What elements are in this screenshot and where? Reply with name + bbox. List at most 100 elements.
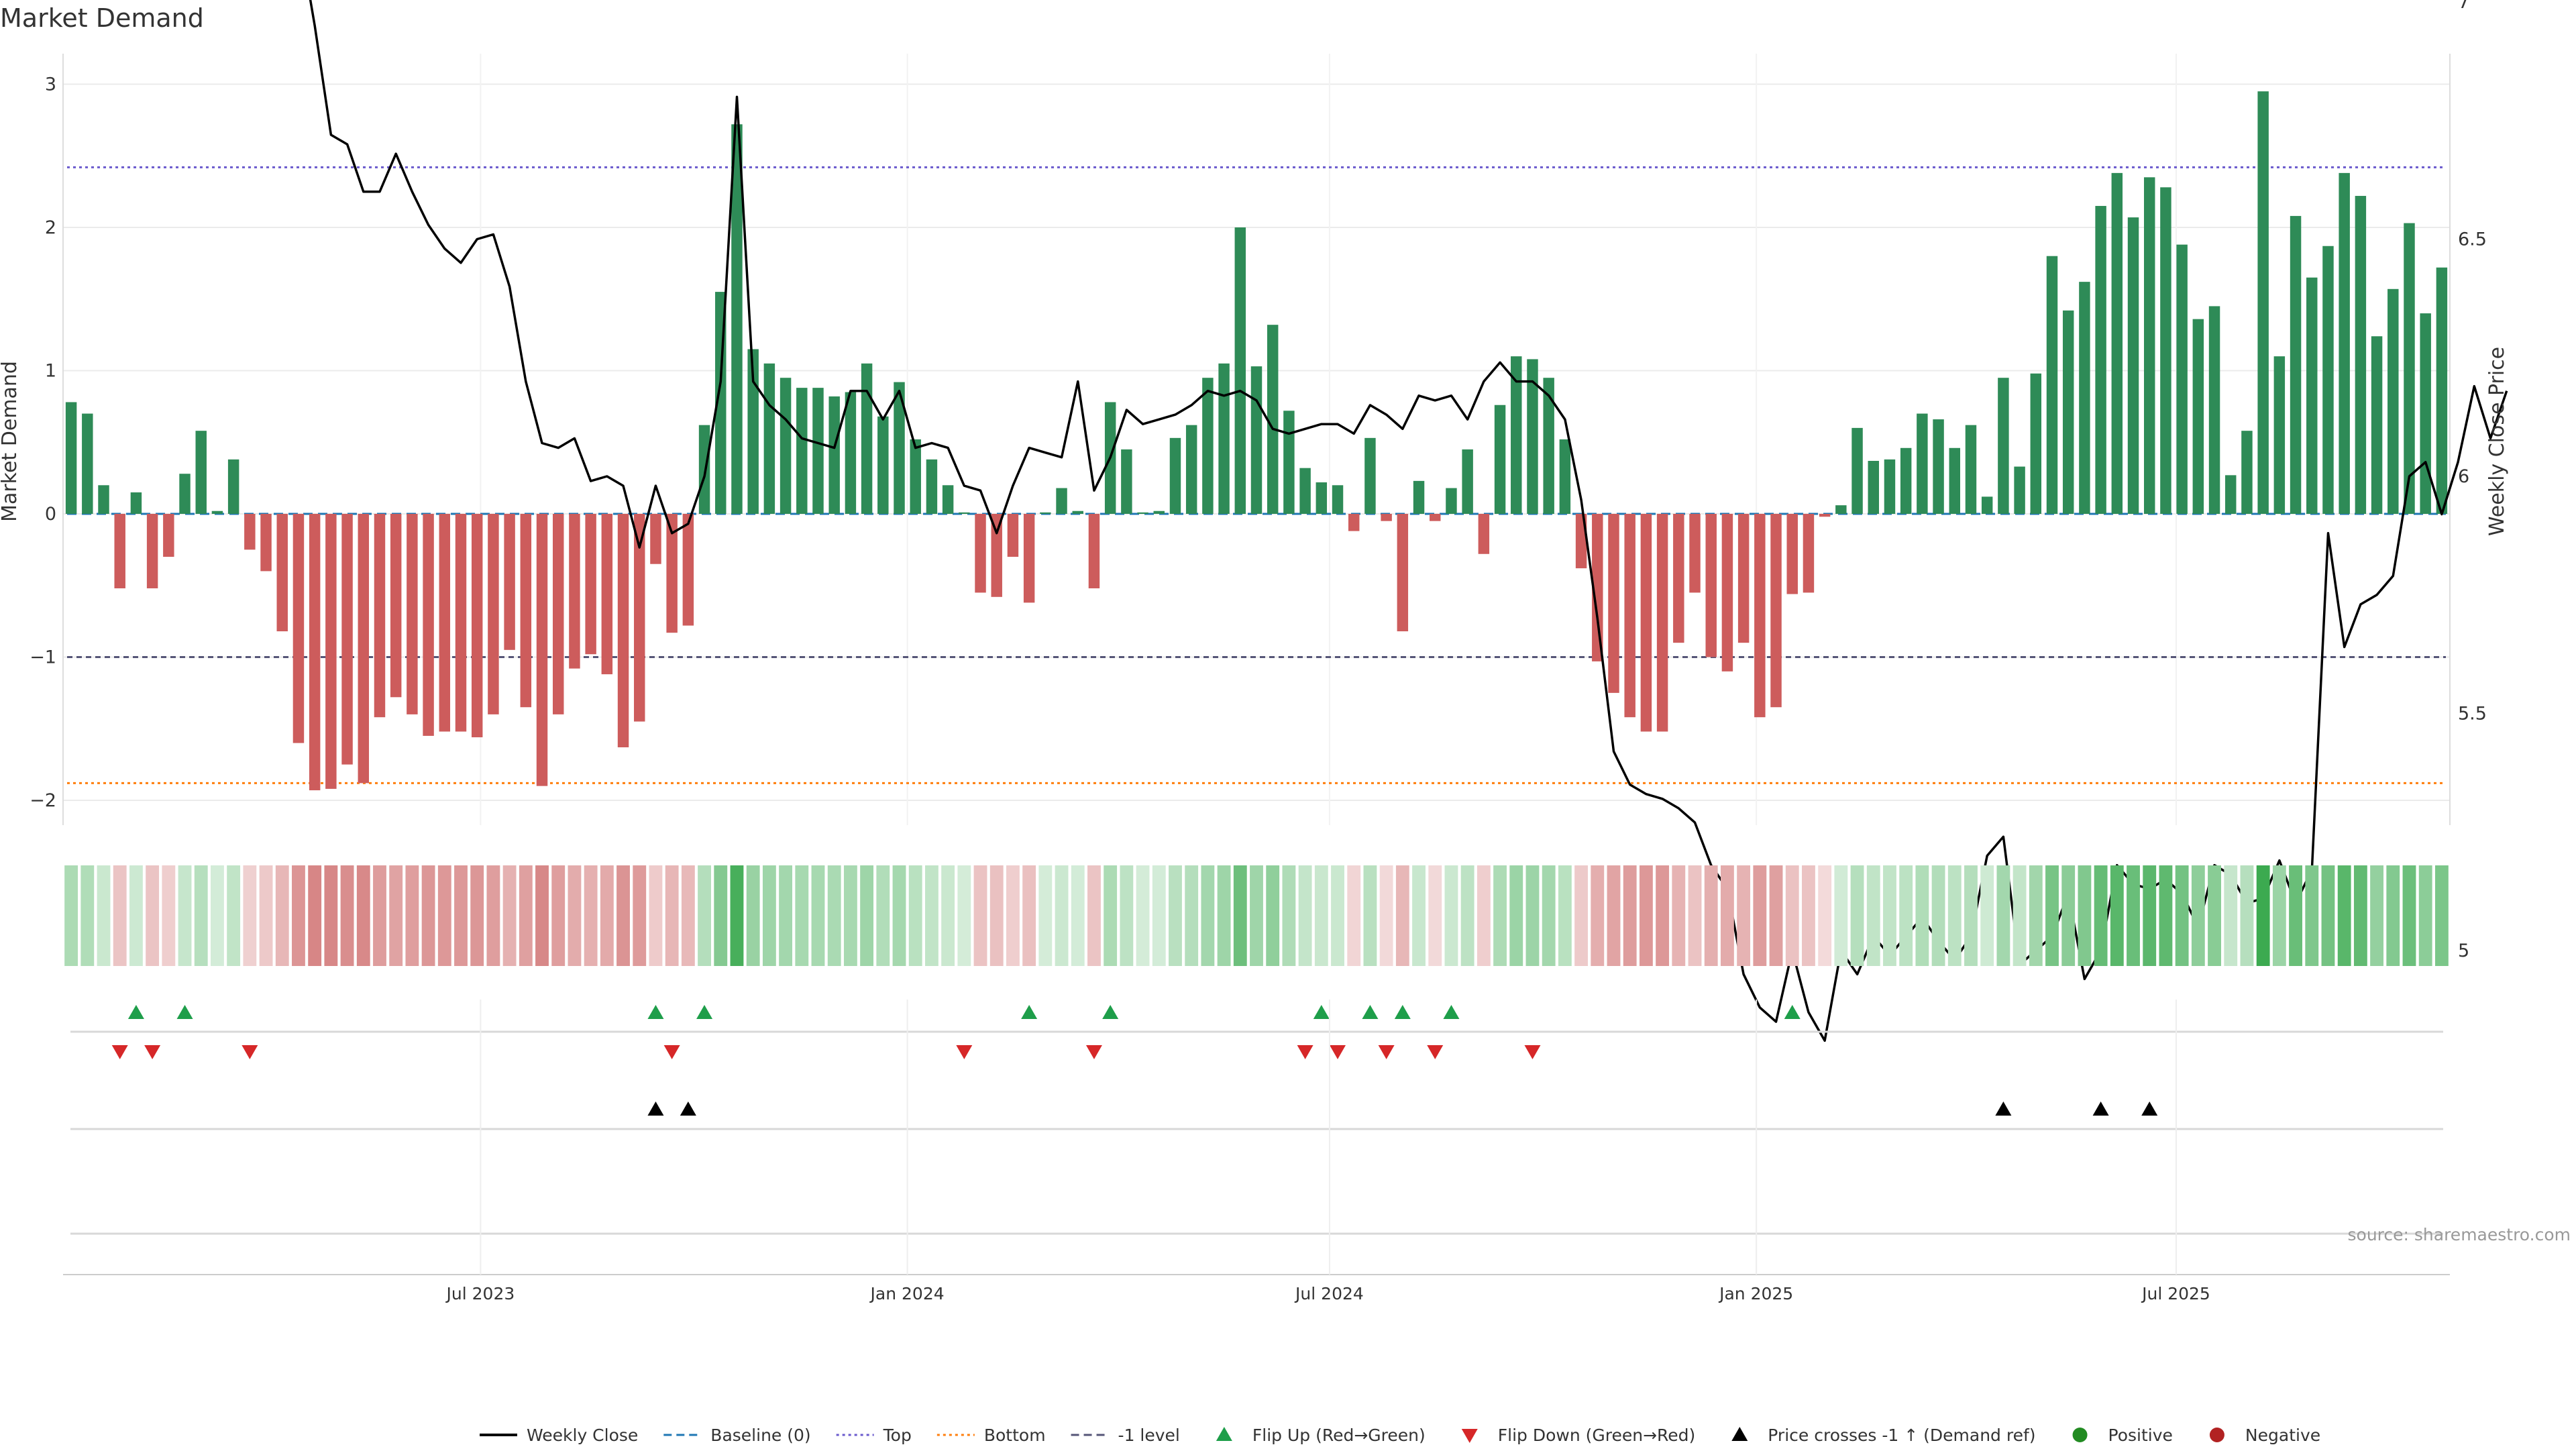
heat-cell — [2257, 865, 2270, 966]
heat-cell — [276, 865, 289, 966]
legend-item: -1 level — [1071, 1426, 1180, 1445]
demand-bar — [2176, 245, 2187, 514]
demand-bar — [114, 514, 125, 588]
heat-cell — [600, 865, 614, 966]
demand-bar — [1073, 511, 1083, 514]
legend-swatch — [1216, 1427, 1232, 1441]
demand-bar — [618, 514, 629, 747]
demand-bar — [504, 514, 515, 650]
demand-bar — [1137, 513, 1148, 514]
demand-bar — [1835, 505, 1846, 514]
demand-bar — [1495, 405, 1505, 514]
heat-cell — [860, 865, 873, 966]
heat-cell — [747, 865, 760, 966]
demand-bar — [1966, 425, 1976, 514]
heat-cell — [1574, 865, 1588, 966]
demand-bar — [1397, 514, 1408, 631]
demand-bar — [2290, 216, 2301, 514]
heat-cell — [211, 865, 224, 966]
heat-cell — [1526, 865, 1540, 966]
demand-bar — [131, 492, 142, 514]
heat-cell — [1364, 865, 1377, 966]
heat-cell — [129, 865, 143, 966]
heat-cell — [1201, 865, 1214, 966]
heat-cell — [2159, 865, 2173, 966]
y-axis-ticks: 3210−1−2 — [30, 74, 56, 812]
heat-cell — [178, 865, 192, 966]
demand-bar — [2095, 206, 2106, 514]
event-panels-grid — [63, 1032, 2450, 1275]
legend-label: Flip Up (Red→Green) — [1252, 1426, 1426, 1445]
demand-bar — [163, 514, 174, 557]
heat-cell — [1461, 865, 1474, 966]
chart-title: Market Demand — [0, 3, 204, 33]
demand-bar — [1917, 414, 1927, 514]
legend-item: Price crosses -1 ↑ (Demand ref) — [1731, 1426, 2035, 1445]
heat-cell — [2061, 865, 2075, 966]
heat-cell — [1737, 865, 1750, 966]
y-tick-label: 3 — [45, 74, 56, 95]
demand-bar — [1251, 366, 1262, 514]
demand-bars — [66, 91, 2447, 790]
demand-bar — [861, 364, 872, 514]
demand-bar — [1722, 514, 1733, 672]
heat-cell — [1493, 865, 1507, 966]
heat-cell — [909, 865, 922, 966]
demand-bar — [1218, 364, 1229, 514]
heat-cell — [2386, 865, 2400, 966]
demand-bar — [1283, 411, 1294, 514]
heat-cell — [1770, 865, 1783, 966]
demand-bar — [1267, 325, 1278, 514]
demand-bar — [2436, 268, 2447, 514]
heat-cell — [1964, 865, 1978, 966]
demand-bar — [1657, 514, 1668, 732]
heat-cell — [698, 865, 711, 966]
heat-cell — [535, 865, 549, 966]
heat-cell — [1250, 865, 1263, 966]
demand-bar — [488, 514, 498, 714]
heat-cell — [812, 865, 825, 966]
heat-cell — [568, 865, 582, 966]
heat-cell — [1380, 865, 1393, 966]
legend-swatch — [1462, 1429, 1478, 1443]
heat-cell — [2435, 865, 2449, 966]
heat-cell — [1509, 865, 1523, 966]
demand-bar — [650, 514, 661, 564]
heat-cell — [2029, 865, 2043, 966]
legend: Weekly Close Baseline (0) Top Bottom -1 leve… — [480, 1426, 2320, 1445]
heat-cell — [1169, 865, 1182, 966]
demand-bar — [2420, 313, 2430, 514]
legend-item: Top — [837, 1426, 912, 1445]
demand-bar — [2339, 173, 2349, 514]
heat-cell — [1055, 865, 1069, 966]
heat-cell — [2127, 865, 2140, 966]
demand-bar — [1462, 449, 1472, 514]
demand-bar — [374, 514, 385, 717]
heat-cell — [1818, 865, 1831, 966]
demand-bar — [1998, 378, 2008, 514]
heat-cell — [1428, 865, 1442, 966]
demand-bar — [2274, 356, 2285, 514]
heat-cell — [1786, 865, 1799, 966]
demand-bar — [1040, 513, 1051, 514]
demand-bar — [309, 514, 320, 790]
flip-up-marker — [1395, 1005, 1411, 1019]
demand-bar — [812, 388, 823, 514]
heat-cell — [454, 865, 468, 966]
y2-tick-label: 7 — [2458, 0, 2469, 13]
heat-cell — [1899, 865, 1913, 966]
heat-cell — [2354, 865, 2367, 966]
heat-cell — [2370, 865, 2383, 966]
demand-bar — [1364, 438, 1375, 514]
heat-cell — [551, 865, 565, 966]
heat-cell — [2045, 865, 2059, 966]
heat-cell — [714, 865, 727, 966]
heat-cell — [828, 865, 841, 966]
price-cross-marker — [680, 1102, 696, 1116]
heat-cell — [227, 865, 240, 966]
flip-down-marker — [1427, 1045, 1443, 1059]
demand-bar — [877, 417, 888, 514]
heat-cell — [1152, 865, 1166, 966]
heat-cell — [519, 865, 533, 966]
demand-bar — [1413, 481, 1424, 514]
